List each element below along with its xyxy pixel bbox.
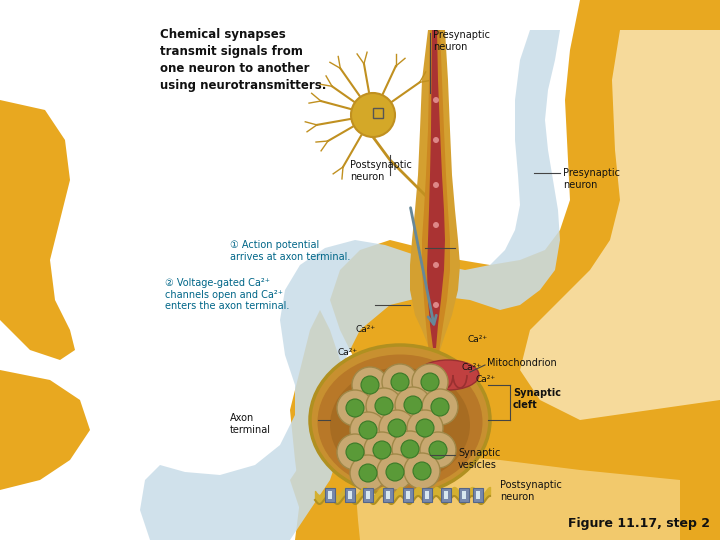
Circle shape bbox=[422, 389, 458, 425]
Circle shape bbox=[416, 419, 434, 437]
Circle shape bbox=[433, 182, 439, 188]
Circle shape bbox=[337, 434, 373, 470]
Circle shape bbox=[337, 390, 373, 426]
Ellipse shape bbox=[330, 368, 470, 483]
Circle shape bbox=[431, 398, 449, 416]
Text: Postsynaptic
neuron: Postsynaptic neuron bbox=[350, 160, 412, 181]
Polygon shape bbox=[290, 310, 720, 540]
Circle shape bbox=[433, 222, 439, 228]
Circle shape bbox=[359, 421, 377, 439]
Circle shape bbox=[404, 453, 440, 489]
FancyBboxPatch shape bbox=[328, 491, 332, 499]
Polygon shape bbox=[0, 370, 90, 490]
Circle shape bbox=[379, 410, 415, 446]
Circle shape bbox=[386, 463, 404, 481]
Circle shape bbox=[412, 364, 448, 400]
Circle shape bbox=[359, 464, 377, 482]
Text: Chemical synapses
transmit signals from
one neuron to another
using neurotransmi: Chemical synapses transmit signals from … bbox=[160, 28, 326, 92]
Circle shape bbox=[346, 399, 364, 417]
Circle shape bbox=[364, 432, 400, 468]
Circle shape bbox=[421, 373, 439, 391]
Ellipse shape bbox=[318, 354, 482, 489]
FancyBboxPatch shape bbox=[422, 488, 432, 502]
FancyBboxPatch shape bbox=[403, 488, 413, 502]
Circle shape bbox=[351, 93, 395, 137]
Circle shape bbox=[433, 137, 439, 143]
Polygon shape bbox=[355, 415, 680, 540]
Circle shape bbox=[433, 97, 439, 103]
Text: ① Action potential
arrives at axon terminal.: ① Action potential arrives at axon termi… bbox=[230, 240, 351, 261]
Circle shape bbox=[352, 367, 388, 403]
FancyBboxPatch shape bbox=[348, 491, 352, 499]
Circle shape bbox=[375, 397, 393, 415]
Circle shape bbox=[377, 454, 413, 490]
Polygon shape bbox=[422, 30, 450, 360]
Circle shape bbox=[350, 412, 386, 448]
Text: Mitochondrion: Mitochondrion bbox=[487, 358, 557, 368]
Circle shape bbox=[361, 376, 379, 394]
FancyBboxPatch shape bbox=[386, 491, 390, 499]
Polygon shape bbox=[427, 30, 445, 348]
Circle shape bbox=[391, 373, 409, 391]
Circle shape bbox=[407, 410, 443, 446]
Text: Synaptic
cleft: Synaptic cleft bbox=[513, 388, 561, 410]
Polygon shape bbox=[410, 30, 460, 385]
Text: ② Voltage-gated Ca²⁺
channels open and Ca²⁺
enters the axon terminal.: ② Voltage-gated Ca²⁺ channels open and C… bbox=[165, 278, 289, 311]
Polygon shape bbox=[520, 30, 720, 420]
Polygon shape bbox=[0, 100, 75, 360]
Circle shape bbox=[433, 262, 439, 268]
FancyBboxPatch shape bbox=[476, 491, 480, 499]
Ellipse shape bbox=[310, 345, 490, 495]
Ellipse shape bbox=[417, 360, 479, 390]
Circle shape bbox=[420, 432, 456, 468]
Text: Ca²⁺: Ca²⁺ bbox=[468, 335, 488, 344]
Circle shape bbox=[429, 441, 447, 459]
Circle shape bbox=[350, 455, 386, 491]
Circle shape bbox=[404, 396, 422, 414]
FancyBboxPatch shape bbox=[441, 488, 451, 502]
FancyBboxPatch shape bbox=[462, 491, 466, 499]
FancyBboxPatch shape bbox=[325, 488, 335, 502]
Circle shape bbox=[392, 431, 428, 467]
Circle shape bbox=[401, 440, 419, 458]
Circle shape bbox=[382, 364, 418, 400]
Circle shape bbox=[413, 462, 431, 480]
Text: Ca²⁺: Ca²⁺ bbox=[475, 375, 495, 384]
Circle shape bbox=[433, 302, 439, 308]
FancyBboxPatch shape bbox=[406, 491, 410, 499]
Text: Presynaptic
neuron: Presynaptic neuron bbox=[563, 168, 620, 190]
Text: Ca²⁺: Ca²⁺ bbox=[355, 325, 375, 334]
Text: Postsynaptic
neuron: Postsynaptic neuron bbox=[500, 480, 562, 502]
Text: Axon
terminal: Axon terminal bbox=[230, 413, 271, 435]
FancyBboxPatch shape bbox=[459, 488, 469, 502]
Circle shape bbox=[388, 419, 406, 437]
FancyBboxPatch shape bbox=[444, 491, 448, 499]
Text: Presynaptic
neuron: Presynaptic neuron bbox=[433, 30, 490, 52]
Text: Figure 11.17, step 2: Figure 11.17, step 2 bbox=[568, 517, 710, 530]
Text: Synaptic
vesicles: Synaptic vesicles bbox=[458, 448, 500, 470]
FancyBboxPatch shape bbox=[383, 488, 393, 502]
FancyBboxPatch shape bbox=[473, 488, 483, 502]
Text: Ca²⁺: Ca²⁺ bbox=[338, 348, 358, 357]
Text: Ca²⁺: Ca²⁺ bbox=[462, 363, 482, 372]
FancyBboxPatch shape bbox=[363, 488, 373, 502]
Circle shape bbox=[395, 387, 431, 423]
Circle shape bbox=[366, 388, 402, 424]
Polygon shape bbox=[140, 30, 560, 540]
FancyBboxPatch shape bbox=[345, 488, 355, 502]
Circle shape bbox=[346, 443, 364, 461]
FancyBboxPatch shape bbox=[425, 491, 429, 499]
Polygon shape bbox=[290, 0, 720, 540]
Circle shape bbox=[373, 441, 391, 459]
FancyBboxPatch shape bbox=[366, 491, 370, 499]
